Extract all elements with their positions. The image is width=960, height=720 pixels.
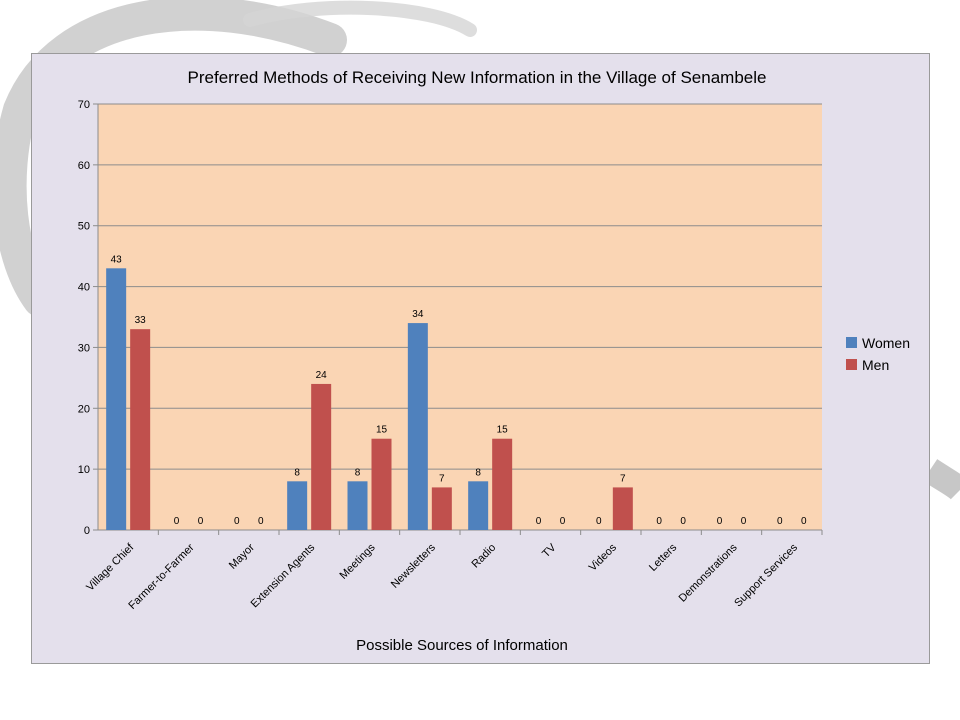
y-tick-label: 10 xyxy=(78,464,90,476)
y-tick-label: 60 xyxy=(78,160,90,172)
x-category-label: Support Services xyxy=(732,541,800,609)
chart-legend: Women Men xyxy=(846,335,910,373)
bar-women xyxy=(468,481,489,530)
data-label: 0 xyxy=(717,516,723,527)
plot-area xyxy=(98,104,822,530)
data-label: 7 xyxy=(620,473,626,484)
data-label: 8 xyxy=(475,467,481,478)
legend-label: Women xyxy=(862,335,910,351)
data-label: 7 xyxy=(439,473,445,484)
y-tick-label: 0 xyxy=(84,525,90,537)
data-label: 0 xyxy=(656,516,662,527)
x-category-label: Radio xyxy=(469,542,498,571)
data-label: 34 xyxy=(412,309,424,320)
x-category-label: Videos xyxy=(587,541,619,573)
y-tick-label: 20 xyxy=(78,403,90,415)
bar-women xyxy=(347,481,368,530)
bar-men xyxy=(431,487,452,530)
data-label: 0 xyxy=(777,516,783,527)
chart-title: Preferred Methods of Receiving New Infor… xyxy=(188,68,767,87)
bar-women xyxy=(407,323,428,530)
legend-swatch xyxy=(846,359,857,370)
x-category-label: Newsletters xyxy=(389,541,438,590)
y-tick-label: 40 xyxy=(78,282,90,294)
chart-area: Preferred Methods of Receiving New Infor… xyxy=(31,53,930,664)
data-label: 0 xyxy=(680,516,686,527)
bar-men xyxy=(492,438,513,530)
x-category-label: Demonstrations xyxy=(677,541,740,604)
x-category-label: Village Chief xyxy=(84,541,137,594)
data-label: 15 xyxy=(376,425,388,436)
x-category-label: TV xyxy=(540,541,559,560)
x-category-label: Mayor xyxy=(227,541,257,571)
x-category-label: Letters xyxy=(647,541,680,574)
legend-label: Men xyxy=(862,357,889,373)
bar-men xyxy=(311,383,332,530)
bar-women xyxy=(106,268,127,530)
bar-women xyxy=(287,481,308,530)
data-label: 0 xyxy=(258,516,264,527)
x-axis-title: Possible Sources of Information xyxy=(356,637,568,654)
data-label: 8 xyxy=(355,467,361,478)
bar-men xyxy=(612,487,633,530)
data-label: 0 xyxy=(596,516,602,527)
y-tick-label: 50 xyxy=(78,221,90,233)
data-label: 0 xyxy=(560,516,566,527)
data-label: 0 xyxy=(198,516,204,527)
data-label: 33 xyxy=(135,315,147,326)
data-label: 43 xyxy=(111,254,123,265)
x-category-label: Meetings xyxy=(338,541,378,581)
bar-men xyxy=(371,438,392,530)
data-label: 8 xyxy=(294,467,300,478)
legend-swatch xyxy=(846,337,857,348)
y-tick-label: 70 xyxy=(78,99,90,111)
chart-svg: Preferred Methods of Receiving New Infor… xyxy=(78,68,910,654)
data-label: 15 xyxy=(497,425,509,436)
data-label: 0 xyxy=(801,516,807,527)
y-tick-label: 30 xyxy=(78,342,90,354)
x-category-label: Farmer-to-Farmer xyxy=(126,541,197,612)
data-label: 0 xyxy=(174,516,180,527)
data-label: 0 xyxy=(741,516,747,527)
data-label: 24 xyxy=(316,370,328,381)
x-category-label: Extension Agents xyxy=(249,541,318,610)
data-label: 0 xyxy=(536,516,542,527)
bar-men xyxy=(130,329,151,530)
data-label: 0 xyxy=(234,516,240,527)
